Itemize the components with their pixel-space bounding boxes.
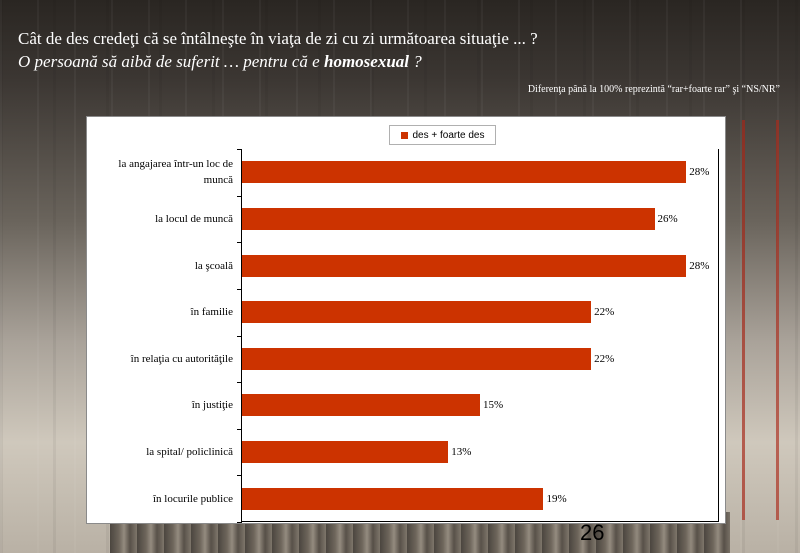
category-label: la şcoală bbox=[194, 259, 233, 272]
value-label: 19% bbox=[546, 492, 567, 505]
axis-tick bbox=[237, 428, 242, 430]
axis-tick bbox=[237, 522, 242, 523]
category-label: la locul de muncă bbox=[155, 212, 233, 225]
axis-tick bbox=[237, 149, 242, 150]
axis-tick bbox=[237, 475, 242, 477]
value-label: 26% bbox=[657, 212, 678, 225]
bar bbox=[242, 487, 544, 510]
chart-panel: des + foarte des la angajarea într-un lo… bbox=[86, 116, 726, 524]
bar bbox=[242, 161, 687, 184]
category-label: la spital/ policlinică bbox=[146, 446, 233, 459]
title-prefix: O persoană să aibă de suferit … pentru c… bbox=[18, 52, 324, 71]
category-label: în relaţia cu autorităţile bbox=[130, 352, 233, 365]
category-label: în familie bbox=[190, 306, 233, 319]
axis-tick bbox=[237, 195, 242, 197]
value-label: 28% bbox=[689, 259, 710, 272]
background-red-line bbox=[742, 120, 745, 520]
value-label: 22% bbox=[594, 306, 615, 319]
bar bbox=[242, 301, 592, 324]
slide-title-question: Cât de des credeţi că se întâlneşte în v… bbox=[18, 29, 538, 48]
axis-tick bbox=[237, 288, 242, 290]
bar bbox=[242, 207, 655, 230]
background-red-line bbox=[776, 120, 779, 520]
value-label: 15% bbox=[483, 399, 504, 412]
axis-tick bbox=[237, 242, 242, 244]
value-label: 22% bbox=[594, 352, 615, 365]
bar bbox=[242, 254, 687, 277]
category-label: la angajarea într-un loc de muncă bbox=[118, 158, 233, 187]
bar bbox=[242, 394, 480, 417]
category-label: în locurile publice bbox=[152, 492, 233, 505]
slide-title-situation: O persoană să aibă de suferit … pentru c… bbox=[18, 52, 788, 72]
value-label: 28% bbox=[689, 166, 710, 179]
bar bbox=[242, 347, 592, 370]
value-label: 13% bbox=[451, 446, 472, 459]
axis-tick bbox=[237, 335, 242, 337]
category-label: în justiţie bbox=[191, 399, 233, 412]
legend-label: des + foarte des bbox=[412, 129, 485, 141]
axis-tick bbox=[237, 382, 242, 384]
difference-note: Diferenţa până la 100% reprezintă “rar+f… bbox=[527, 84, 780, 95]
page-number: 26 bbox=[580, 520, 605, 545]
legend-swatch bbox=[400, 131, 408, 139]
chart-legend: des + foarte des bbox=[389, 125, 496, 145]
title-emphasis: homosexual bbox=[323, 52, 410, 71]
title-suffix: ? bbox=[409, 52, 422, 71]
bar bbox=[242, 441, 449, 464]
plot-area bbox=[241, 149, 719, 522]
